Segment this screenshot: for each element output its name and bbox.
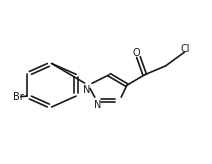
- Text: Cl: Cl: [181, 44, 190, 54]
- Text: O: O: [133, 49, 141, 58]
- Text: N: N: [94, 100, 101, 110]
- Text: Br: Br: [13, 92, 24, 102]
- Text: N: N: [84, 85, 91, 95]
